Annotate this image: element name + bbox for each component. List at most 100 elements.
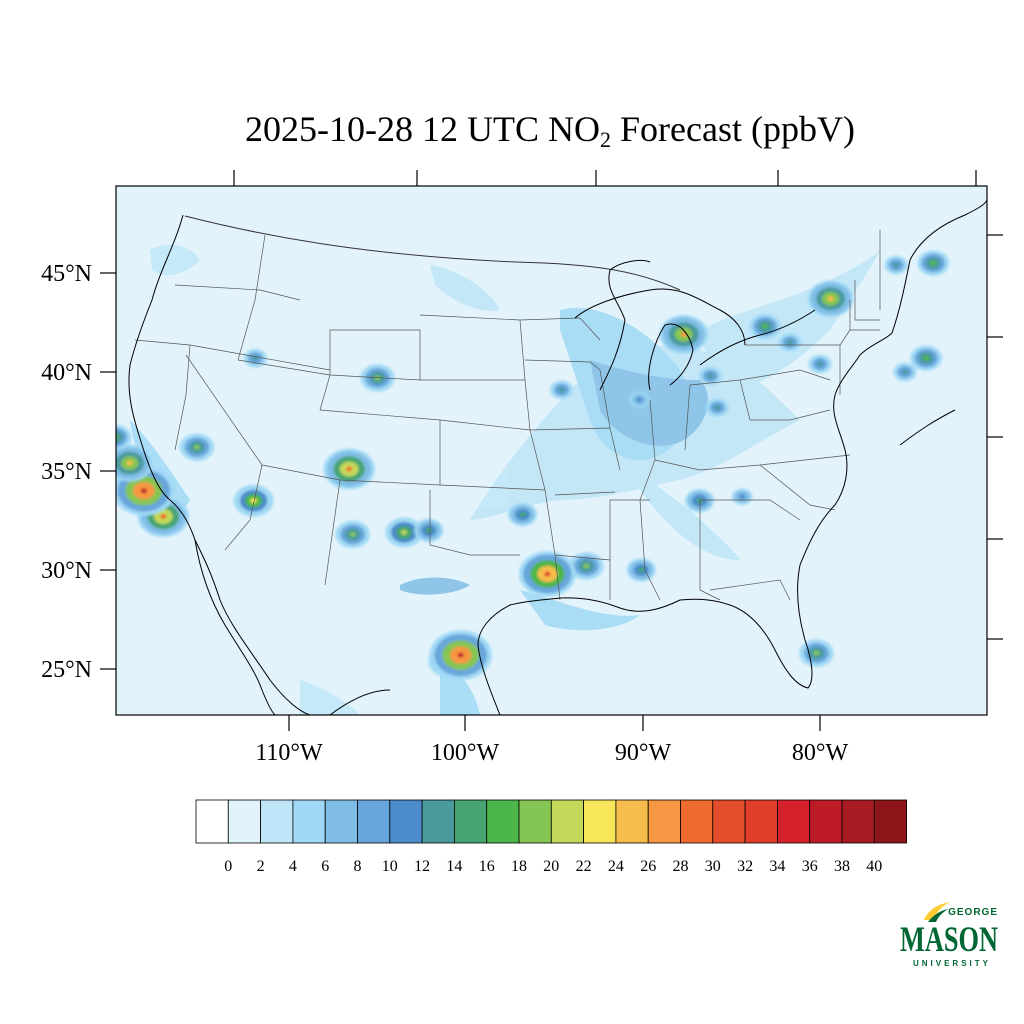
gmu-logo: GEORGE MASON UNIVERSITY [900,902,998,968]
colorbar-label: 28 [673,858,689,875]
hotspot-24-level-0 [680,331,687,337]
hotspot-10-level-0 [250,498,257,504]
hotspot-23-level-0 [558,387,565,393]
hotspot-2-level-1 [209,147,228,162]
colorbar-swatch [712,799,746,844]
hotspot-14-level-0 [349,531,356,537]
hotspot-2-level-3 [196,137,240,172]
hotspot-35-level-0 [636,397,643,403]
colorbar-swatch [841,799,875,844]
hotspot-5-level-1 [116,431,123,444]
hotspot-18-level-0 [544,571,551,577]
hotspot-5-level-0 [116,434,119,440]
colorbar-label: 34 [769,858,785,875]
colorbar-swatch [389,799,423,844]
colorbar-label: 20 [543,858,559,875]
colorbar-swatch [583,799,617,844]
colorbar-swatch [260,799,294,844]
lon-label-80: 80°W [792,740,849,766]
hotspot-30-level-0 [816,361,824,367]
hotspot-7-level-0 [140,488,147,494]
hotspot-4-level-2 [74,390,97,409]
colorbar-swatch [744,799,778,844]
colorbar-swatch [292,799,326,844]
lat-label-40: 40°N [41,360,92,386]
colorbar-label: 12 [414,858,430,875]
colorbar-swatch [421,799,455,844]
gmu-logo-mason: MASON [900,919,998,959]
hotspot-21-level-0 [457,652,464,658]
colorbar-swatch [324,799,358,844]
hotspot-31-level-0 [923,355,930,361]
lat-label-30: 30°N [41,558,92,584]
gmu-logo-university: UNIVERSITY [913,959,991,968]
hotspot-0-level-2 [58,211,85,233]
hotspot-2-level-2 [202,142,234,167]
title-subscript: 2 [600,127,612,152]
colorbar-label: 38 [834,858,850,875]
colorbar-label: 40 [866,858,882,875]
colorbar-label: 2 [257,858,265,875]
hotspot-36-level-0 [696,498,703,504]
hotspot-4-level-1 [78,394,93,406]
hotspot-3-level-4 [44,394,98,437]
hotspot-28-level-0 [892,262,900,268]
colorbar-swatch [680,799,714,844]
colorbar-swatch [195,799,229,844]
colorbar-swatch [777,799,811,844]
hotspot-0-level-3 [51,206,91,238]
lat-label-25: 25°N [41,657,92,683]
hotspot-2-level-0 [215,152,221,157]
hotspot-37-level-0 [738,494,746,500]
hotspot-20-level-0 [638,567,645,573]
gmu-logo-george: GEORGE [948,907,998,918]
hotspot-3-level-0 [68,413,74,418]
lat-label-35: 35°N [41,459,92,485]
gmu-logo-flame-icon [924,902,950,920]
colorbar-swatch [550,799,584,844]
hotspot-27-level-0 [930,260,937,266]
hotspot-4-level-3 [71,388,100,411]
colorbar-label: 24 [608,858,624,875]
hotspot-33-level-0 [707,373,714,379]
hotspot-3-level-1 [62,408,82,424]
title-suffix: Forecast (ppbV) [611,109,855,149]
colorbar-label: 14 [446,858,462,875]
lon-label-100: 100°W [431,740,500,766]
colorbar-label: 32 [737,858,753,875]
lon-label-90: 90°W [615,740,672,766]
colorbar-label: 6 [321,858,329,875]
axis-ticks [100,170,1003,731]
hotspot-6-level-0 [126,460,133,466]
longitude-labels: 110°W 100°W 90°W 80°W [255,740,848,766]
hotspot-32-level-0 [901,369,909,375]
hotspot-29-level-0 [786,339,794,345]
hotspot-34-level-0 [714,405,721,411]
colorbar-swatch [227,799,262,844]
colorbar-swatch [809,799,843,844]
hotspot-0-level-0 [68,219,74,224]
colorbar-swatch [453,799,488,844]
colorbar-label: 8 [354,858,362,875]
colorbar-label: 36 [802,858,818,875]
hotspot-3-level-3 [48,397,94,434]
hotspot-9-level-0 [160,514,167,520]
colorbar-swatch [357,799,391,844]
hotspot-8-level-0 [193,444,201,450]
latitude-labels: 45°N 40°N 35°N 30°N 25°N [41,261,92,683]
hotspot-38-level-0 [813,650,820,656]
hotspot-0-level-1 [63,215,80,228]
lat-label-45: 45°N [41,261,92,287]
hotspot-layer [44,137,950,681]
hotspot-25-level-0 [762,323,769,329]
colorbar: 0 2 4 6 8 10 12 14 16 18 20 22 24 26 28 30 32 34 36 38 40 [195,799,907,875]
colorbar-label: 18 [511,858,527,875]
hotspot-15-level-0 [425,527,432,533]
political-boundaries [134,215,881,601]
colorbar-swatch [615,799,649,844]
map-frame [115,185,988,716]
colorbar-label: 10 [382,858,398,875]
colorbar-swatch [647,799,681,844]
colorbar-swatch [518,799,552,844]
